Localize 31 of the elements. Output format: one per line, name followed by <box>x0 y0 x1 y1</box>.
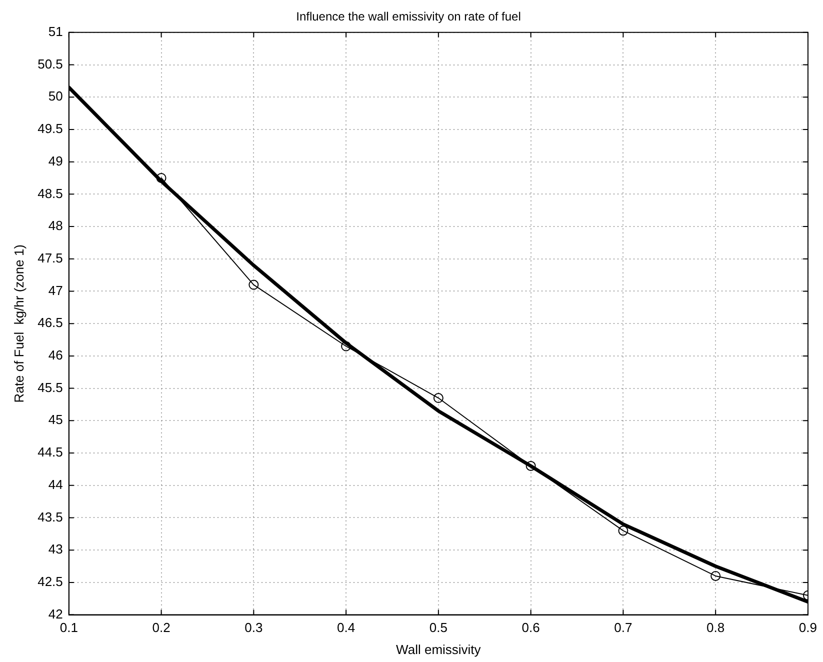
y-tick-label: 50 <box>48 88 63 104</box>
y-tick-label: 48.5 <box>38 186 63 201</box>
y-tick-label: 47.5 <box>38 250 63 266</box>
x-tick-label: 0.5 <box>429 620 448 636</box>
x-tick-label: 0.1 <box>60 620 78 636</box>
y-tick-label: 44.5 <box>38 444 63 460</box>
y-tick-label: 42.5 <box>38 574 63 590</box>
y-tick-label: 46 <box>48 348 63 363</box>
y-tick-label: 46.5 <box>38 315 63 330</box>
y-tick-label: 44 <box>48 476 63 492</box>
y-tick-label: 48 <box>48 218 63 234</box>
x-tick-label: 0.2 <box>152 620 170 636</box>
chart-title: Influence the wall emissivity on rate of fuel <box>296 10 521 24</box>
x-axis-title: Wall emissivity <box>396 642 482 657</box>
y-tick-label: 45 <box>48 412 63 428</box>
y-tick-label: 51 <box>48 24 63 39</box>
x-tick-label: 0.8 <box>706 620 725 636</box>
x-tick-label: 0.4 <box>337 620 356 636</box>
y-tick-label: 50.5 <box>38 56 63 72</box>
y-tick-label: 43.5 <box>38 509 63 524</box>
y-tick-label: 42 <box>48 606 63 622</box>
x-tick-label: 0.6 <box>522 620 540 636</box>
y-tick-label: 49 <box>48 153 63 168</box>
x-tick-label: 0.7 <box>614 620 632 636</box>
y-tick-label: 43 <box>48 542 63 557</box>
y-tick-label: 45.5 <box>38 380 63 395</box>
y-tick-label: 49.5 <box>38 121 63 136</box>
x-tick-label: 0.9 <box>798 620 818 636</box>
x-tick-label: 0.3 <box>244 620 263 636</box>
y-tick-label: 47 <box>48 282 63 298</box>
y-axis-title: Rate of Fuel kg/hr (zone 1) <box>11 244 26 403</box>
